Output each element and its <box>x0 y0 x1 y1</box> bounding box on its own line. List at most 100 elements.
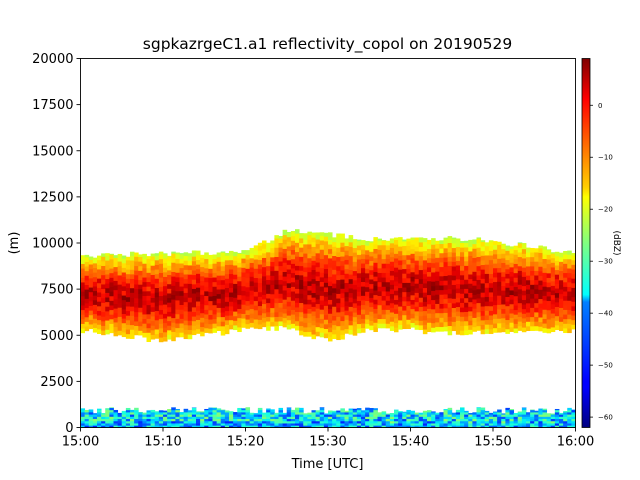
cloud-cell <box>146 304 152 310</box>
cloud-cell <box>224 287 230 293</box>
clutter-cell <box>270 420 275 424</box>
cloud-cell <box>389 298 395 304</box>
cloud-cell <box>530 316 535 322</box>
clutter-cell <box>365 425 370 428</box>
cloud-cell <box>476 242 482 248</box>
cloud-cell <box>208 328 213 334</box>
cloud-cell <box>455 251 461 257</box>
cloud-cell <box>373 271 378 277</box>
clutter-cell <box>307 418 312 422</box>
cloud-cell <box>369 256 374 262</box>
cloud-cell <box>377 304 383 310</box>
clutter-cell <box>237 416 242 420</box>
cloud-cell <box>323 323 329 329</box>
clutter-cell <box>550 420 556 424</box>
clutter-cell <box>460 407 465 411</box>
cloud-cell <box>270 261 275 267</box>
cloud-cell <box>319 309 325 315</box>
cloud-cell <box>97 264 102 270</box>
cloud-cell <box>286 278 292 284</box>
clutter-cell <box>427 418 432 422</box>
cloud-cell <box>253 305 259 311</box>
cloud-cell <box>97 319 102 325</box>
cloud-cell <box>476 237 482 239</box>
cloud-cell <box>183 274 189 280</box>
clutter-cell <box>361 410 366 413</box>
cloud-cell <box>134 261 139 267</box>
cloud-cell <box>150 253 156 257</box>
cloud-cell <box>146 313 152 319</box>
cloud-cell <box>493 241 498 246</box>
clutter-cell <box>422 416 428 420</box>
cloud-cell <box>220 289 226 295</box>
clutter-cell <box>257 412 263 415</box>
cloud-cell <box>538 307 543 313</box>
cloud-cell <box>142 281 147 287</box>
cloud-cell <box>484 328 490 334</box>
cloud-cell <box>406 259 411 265</box>
cloud-cell <box>431 281 436 287</box>
cloud-cell <box>117 293 123 299</box>
cloud-cell <box>451 312 457 318</box>
clutter-cell <box>340 423 345 426</box>
cloud-cell <box>406 310 411 316</box>
cloud-cell <box>154 306 160 312</box>
clutter-cell <box>315 412 321 415</box>
clutter-cell <box>229 414 234 417</box>
cloud-cell <box>183 297 189 303</box>
cloud-cell <box>476 307 482 313</box>
cloud-cell <box>526 298 531 304</box>
clutter-cell <box>216 420 222 424</box>
cloud-cell <box>484 255 490 261</box>
cloud-cell <box>191 251 197 257</box>
clutter-cell <box>307 416 312 420</box>
cloud-cell <box>158 295 164 301</box>
cloud-cell <box>542 246 548 250</box>
cloud-cell <box>274 247 279 253</box>
cloud-cell <box>493 286 498 292</box>
cloud-cell <box>105 269 110 275</box>
cloud-cell <box>521 285 527 291</box>
cloud-cell <box>307 239 312 245</box>
cloud-cell <box>270 247 275 253</box>
clutter-cell <box>212 407 218 411</box>
cloud-cell <box>435 248 440 254</box>
cloud-cell <box>323 236 329 242</box>
cloud-cell <box>389 316 395 322</box>
cloud-cell <box>542 258 548 264</box>
clutter-cell <box>394 416 399 420</box>
cloud-cell <box>464 293 469 299</box>
clutter-cell <box>278 416 284 420</box>
cloud-cell <box>171 303 176 309</box>
cloud-cell <box>472 262 477 268</box>
cloud-cell <box>422 278 428 284</box>
clutter-cell <box>410 418 416 422</box>
cloud-cell <box>451 279 457 285</box>
cloud-cell <box>183 278 189 284</box>
clutter-cell <box>299 423 304 426</box>
cloud-cell <box>278 311 284 317</box>
clutter-cell <box>245 420 251 424</box>
cloud-cell <box>418 269 424 275</box>
cloud-cell <box>468 246 473 252</box>
cloud-cell <box>109 309 114 315</box>
cloud-cell <box>472 248 477 254</box>
clutter-cell <box>224 410 230 413</box>
cloud-cell <box>410 308 416 314</box>
clutter-cell <box>455 416 461 420</box>
cloud-cell <box>517 261 523 267</box>
clutter-cell <box>163 414 168 417</box>
cloud-cell <box>105 301 110 307</box>
cloud-cell <box>563 304 568 310</box>
cloud-cell <box>356 277 362 283</box>
cloud-cell <box>163 290 168 296</box>
cloud-cell <box>336 270 341 276</box>
cloud-cell <box>493 318 498 324</box>
clutter-cell <box>538 423 543 426</box>
cloud-cell <box>348 288 354 294</box>
cloud-cell <box>233 297 238 303</box>
clutter-cell <box>427 410 432 413</box>
clutter-cell <box>501 418 506 422</box>
clutter-cell <box>253 413 259 415</box>
cloud-cell <box>394 276 399 282</box>
